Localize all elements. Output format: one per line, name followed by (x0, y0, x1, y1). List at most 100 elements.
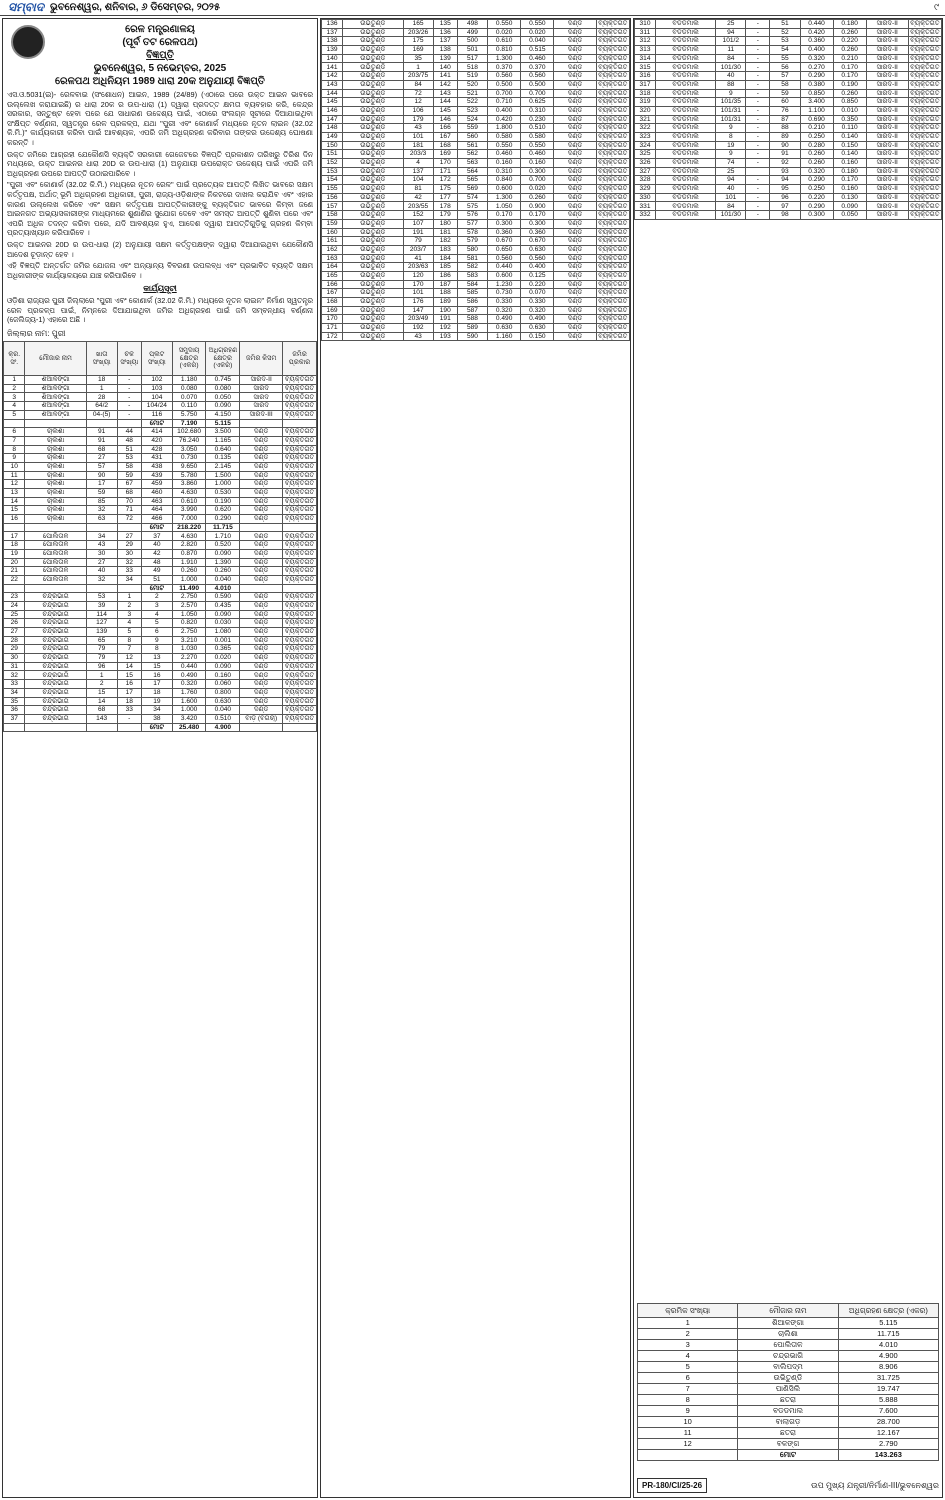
total-area-cell: 0.500 (487, 79, 522, 90)
column-3: 310 ବଡଡମାଲ 25-51 0.440 0.180 ସାରଦ-II ବ୍ୟକ୍ତିଗତ… (633, 18, 943, 1498)
village-cell: ଚନ୍ଦ୍ରଭାଗି (24, 644, 87, 655)
land-class-cell: ସାରଦ-II (865, 201, 909, 212)
khata-cell: 88 (715, 79, 747, 90)
summary-row: 10 ବାଲାଗଡ଼ 28.700 (636, 1416, 940, 1428)
acquired-area-cell: 0.001 (205, 635, 241, 646)
chaka-cell: 184 (432, 253, 458, 264)
village-cell: ବଡଡମାଲ (655, 53, 717, 64)
paragraph: "ପୁରୀ ଏବଂ କୋଣାର୍କ (32.02 କି.ମି.) ମଧ୍ୟରେ … (7, 180, 313, 238)
empty-cell (3, 418, 26, 429)
village-cell: ଛତରା (737, 1394, 839, 1406)
khata-cell: 101/31 (715, 105, 747, 116)
table-row: 154 ଉଭିତୁଣ୍ଡି 104 172 565 0.840 0.700 ଦଣ୍ଡ ବ୍ୟକ୍… (321, 175, 630, 186)
acquired-area-cell: 0.050 (205, 392, 241, 403)
land-table-2: 136 ଉଭିତୁଣ୍ଡି 165 135 498 0.550 0.550 ଦଣ୍ଡ ବ୍ୟକ୍… (321, 19, 630, 342)
plot-cell: 431 (141, 453, 173, 463)
acquired-area-cell: 0.400 (520, 262, 555, 272)
empty-cell (282, 522, 317, 533)
chaka-cell: 170 (432, 158, 458, 168)
chaka-cell: 144 (432, 97, 458, 107)
empty-cell (24, 722, 87, 733)
land-class-cell: ଦଣ୍ଡ (553, 323, 597, 333)
land-class-cell: ଦଣ୍ଡ (239, 618, 284, 628)
village-cell: ଶିଆଳଙ୍ଗା (24, 375, 87, 385)
chaka-cell: 7 (116, 644, 143, 655)
chaka-cell: - (745, 62, 771, 73)
land-type-cell: ବ୍ୟକ୍ତିଗତ (282, 644, 317, 655)
total-area-cell: 0.280 (799, 140, 834, 151)
serial-cell: 147 (321, 114, 344, 125)
village-cell: ଚନ୍ଦ୍ରଭାଗି (24, 679, 87, 689)
serial-cell: 15 (3, 505, 26, 516)
plot-cell: 578 (456, 227, 489, 238)
acquired-area-cell: 1.080 (205, 627, 241, 637)
plot-cell: 89 (769, 131, 801, 142)
total-area-cell: 0.160 (487, 158, 522, 168)
serial-cell: 27 (3, 627, 26, 637)
chaka-cell: 191 (432, 314, 458, 325)
table-row: 12 ଚାଲିଶା 17 67 459 3.860 1.000 ଦଣ୍ଡ ବ୍ୟକ୍ତିଗତ (3, 479, 317, 489)
column-header: ଖାତା ସଂଖ୍ୟା (85, 341, 118, 377)
land-type-cell: ବ୍ୟକ୍ତିଗତ (907, 123, 942, 133)
total-area-cell: 3.990 (171, 505, 207, 516)
serial-cell: 9 (3, 453, 26, 463)
khata-cell: 65 (85, 635, 118, 646)
table-row: 3 ଶିଆଳଙ୍ଗା 28-104 0.070 0.050 ସାରଦ ବ୍ୟକ୍ତିଗତ (3, 392, 317, 403)
table-row: 169 ଉଭିତୁଣ୍ଡି 147 190 587 0.320 0.320 ଦଣ୍ଡ ବ୍ୟକ୍… (321, 305, 630, 316)
land-type-cell: ବ୍ୟକ୍ତିଗତ (282, 540, 317, 550)
paragraph: ଉକ୍ତ ଜମିରେ ଆଗ୍ରହୀ ଯେକୌଣସି ବ୍ୟକ୍ତି ସରକାରୀ… (7, 149, 313, 178)
village-cell: ଉଭିତୁଣ୍ଡି (342, 97, 404, 107)
summary-row: 9 ବଡଡମାଲ 7.600 (636, 1405, 940, 1417)
chaka-cell: 182 (432, 236, 458, 246)
khata-cell: 43 (85, 540, 118, 550)
khata-cell: 181 (402, 140, 434, 151)
summary-row: 1 ଶିଆଳଙ୍ଗା 5.115 (636, 1317, 940, 1329)
plot-cell: 560 (456, 131, 489, 142)
serial-cell: 12 (3, 479, 26, 489)
serial-cell: 319 (634, 97, 657, 107)
chaka-cell: - (116, 409, 143, 420)
village-cell: ବାଲାଗଡ଼ (737, 1416, 839, 1428)
table-row: 32 ଚନ୍ଦ୍ରଭାଗି 1 15 16 0.490 0.160 ଦଣ୍ଡ ବ୍ୟକ୍ତିଗତ (3, 670, 317, 681)
chaka-cell: - (745, 71, 771, 81)
plot-cell: 13 (141, 653, 173, 663)
chaka-cell: - (745, 131, 771, 142)
total-area-cell: 2.270 (171, 653, 207, 663)
land-type-cell: ବ୍ୟକ୍ତିଗତ (595, 62, 630, 73)
serial-cell: 3 (3, 392, 26, 403)
acquired-area-cell: 0.260 (520, 192, 555, 203)
dateline: ଭୁବନେଶ୍ୱର, ଶନିବାର, ୬ ଡିସେମ୍ବର, ୨୦୨୫ (49, 2, 221, 13)
village-cell: ଉଭିତୁଣ୍ଡି (737, 1372, 839, 1384)
acquired-area-cell: 0.090 (205, 548, 241, 559)
land-type-cell: ବ୍ୟକ୍ତିଗତ (282, 609, 317, 620)
land-type-cell: ବ୍ୟକ୍ତିଗତ (595, 314, 630, 325)
land-class-cell: ସାରଦ-II (239, 375, 284, 385)
land-class-cell: ଦଣ୍ଡ (239, 488, 284, 498)
land-type-cell: ବ୍ୟକ୍ତିଗତ (282, 696, 317, 707)
plot-cell: 96 (769, 192, 801, 203)
summary-row: 5 ବାଲିପଦ୍ମ 8.906 (636, 1361, 940, 1373)
acquired-area-cell: 0.260 (205, 566, 241, 576)
land-type-cell: ବ୍ୟକ୍ତିଗତ (907, 53, 942, 64)
total-area-cell: 0.670 (487, 236, 522, 246)
acquired-area-cell: 3.500 (205, 427, 241, 437)
chaka-cell: 169 (432, 149, 458, 159)
land-class-cell: ଦଣ୍ଡ (553, 149, 597, 159)
chaka-cell: 193 (432, 331, 458, 342)
land-class-cell: ସାରଦ-II (865, 53, 909, 64)
plot-cell: 38 (141, 713, 173, 724)
village-cell: ବଳଙ୍ଗ (737, 1438, 839, 1450)
khata-cell: 57 (85, 461, 118, 472)
table-row: 24 ଚନ୍ଦ୍ରଭାଗି 39 2 3 2.570 0.435 ଦଣ୍ଡ ବ୍ୟକ୍ତିଗତ (3, 600, 317, 611)
chaka-cell: - (745, 36, 771, 47)
serial-cell: 161 (321, 236, 344, 246)
total-area-cell: 0.420 (487, 114, 522, 125)
khata-cell: 1 (85, 670, 118, 681)
total-area-cell: 0.600 (487, 270, 522, 281)
table-row: 152 ଉଭିତୁଣ୍ଡି 4 170 563 0.160 0.160 ଦଣ୍ଡ ବ୍ୟକ୍ତି… (321, 158, 630, 168)
table-row: 157 ଉଭିତୁଣ୍ଡି 203/55 178 575 1.050 0.900 ଦଣ୍ଡ ବ୍… (321, 201, 630, 212)
land-type-cell: ବ୍ୟକ୍ତିଗତ (907, 149, 942, 159)
land-type-cell: ବ୍ୟକ୍ତିଗତ (907, 175, 942, 186)
land-type-cell: ବ୍ୟକ୍ତିଗତ (907, 45, 942, 55)
plot-cell: 517 (456, 53, 489, 64)
